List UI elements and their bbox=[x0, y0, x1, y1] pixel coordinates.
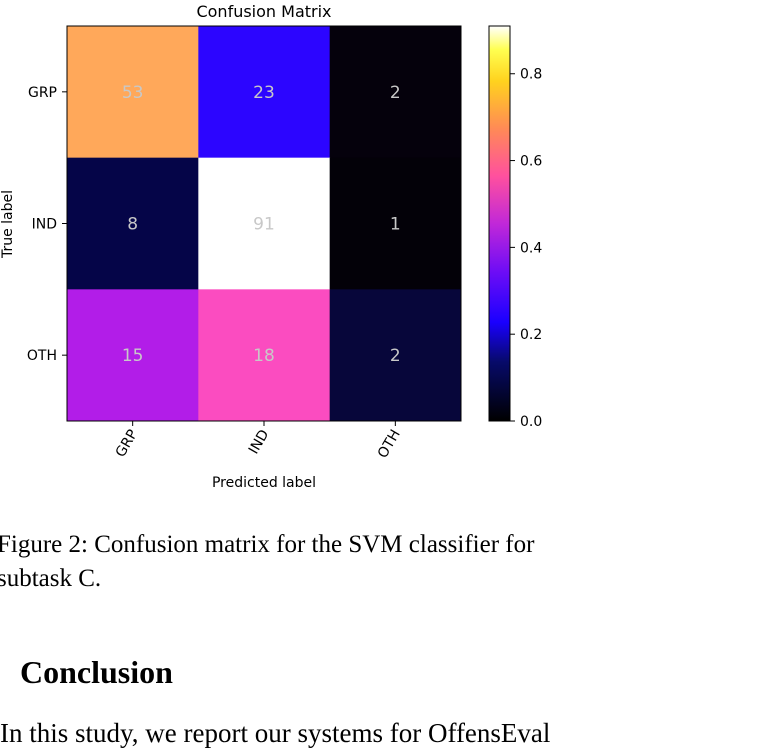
cell-value-label: 15 bbox=[122, 346, 144, 366]
colorbar-tick-label: 0.2 bbox=[520, 327, 542, 343]
heatmap-cell bbox=[67, 289, 199, 422]
colorbar-tick-label: 0.6 bbox=[520, 154, 542, 170]
y-axis-label: True label bbox=[0, 190, 16, 259]
y-axis: GRP IND OTH bbox=[27, 85, 67, 364]
heatmap-cell bbox=[67, 157, 199, 290]
x-tick-label: IND bbox=[246, 427, 273, 457]
figure-caption: Figure 2: Confusion matrix for the SVM c… bbox=[0, 528, 600, 596]
heatmap-cell bbox=[198, 289, 331, 422]
cell-value-label: 1 bbox=[390, 215, 401, 235]
colorbar bbox=[488, 25, 511, 422]
heatmap-cells bbox=[67, 26, 462, 422]
cell-value-label: 2 bbox=[390, 83, 401, 103]
chart-title: Confusion Matrix bbox=[196, 2, 331, 21]
x-tick-label: GRP bbox=[113, 427, 141, 460]
heatmap-cell bbox=[198, 157, 331, 290]
heatmap-cell bbox=[198, 26, 331, 159]
y-tick-label: IND bbox=[32, 217, 57, 233]
x-axis: GRP IND OTH bbox=[113, 421, 404, 461]
colorbar-tick-label: 0.0 bbox=[520, 414, 542, 430]
x-tick-label: OTH bbox=[375, 427, 404, 461]
colorbar-axis: 0.0 0.2 0.4 0.6 0.8 bbox=[510, 67, 542, 430]
section-heading: Conclusion bbox=[20, 654, 173, 690]
cell-value-label: 8 bbox=[127, 215, 138, 235]
caption-line-2: subtask C. bbox=[0, 565, 102, 592]
y-tick-label: GRP bbox=[28, 85, 57, 101]
cell-value-label: 2 bbox=[390, 346, 401, 366]
cell-value-label: 91 bbox=[253, 215, 275, 235]
cell-value-label: 18 bbox=[253, 346, 275, 366]
colorbar-tick-label: 0.4 bbox=[520, 240, 542, 256]
body-paragraph: In this study, we report our systems for… bbox=[0, 718, 551, 748]
cell-value-label: 23 bbox=[253, 83, 275, 103]
caption-line-1: Figure 2: Confusion matrix for the SVM c… bbox=[0, 531, 535, 558]
heatmap-cell bbox=[329, 289, 462, 422]
heatmap-cell-labels: 53 23 2 8 91 1 15 18 2 bbox=[122, 83, 401, 366]
heatmap-cell bbox=[67, 26, 199, 159]
heatmap-cell bbox=[329, 157, 462, 290]
confusion-matrix-chart: Confusion Matrix 53 23 2 8 91 1 15 18 2 GRP IND OT… bbox=[0, 2, 542, 491]
heatmap-cell bbox=[329, 26, 462, 159]
cell-value-label: 53 bbox=[122, 83, 144, 103]
y-tick-label: OTH bbox=[27, 348, 57, 364]
x-axis-label: Predicted label bbox=[212, 475, 316, 491]
colorbar-tick-label: 0.8 bbox=[520, 67, 542, 83]
